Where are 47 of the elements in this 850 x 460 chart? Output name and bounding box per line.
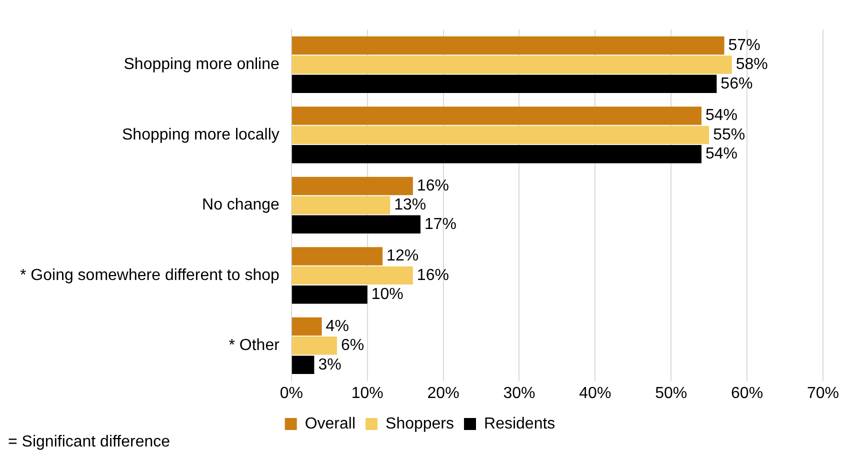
- bar: [292, 56, 732, 74]
- legend-label: Overall: [304, 415, 356, 432]
- bar: [292, 74, 717, 94]
- y-tick-label: Shopping more locally: [122, 126, 280, 144]
- y-tick-label: No change: [202, 196, 280, 214]
- bar: [292, 356, 314, 374]
- y-tick-label: Shopping more online: [124, 56, 280, 74]
- data-label: 16%: [416, 266, 449, 284]
- data-label: 6%: [340, 337, 364, 354]
- bar: [292, 247, 383, 266]
- data-label: 10%: [371, 286, 404, 304]
- x-tick-label: 40%: [579, 384, 612, 402]
- data-label: 12%: [386, 248, 419, 265]
- bar: [292, 36, 724, 55]
- data-label: 16%: [416, 177, 449, 194]
- bar: [292, 196, 390, 214]
- y-tick-label: * Going somewhere different to shop: [20, 266, 280, 284]
- x-tick-label: 20%: [427, 384, 460, 402]
- x-tick-label: 0%: [280, 384, 303, 402]
- y-tick-label: * Other: [228, 337, 280, 354]
- text: = Significant difference: [8, 433, 170, 450]
- x-tick-label: 60%: [731, 384, 764, 402]
- data-label: 4%: [326, 318, 349, 335]
- data-label: 55%: [713, 126, 746, 144]
- x-tick-label: 50%: [655, 384, 688, 402]
- data-label: 57%: [728, 36, 760, 54]
- bar: [292, 126, 710, 144]
- x-tick-label: 30%: [503, 384, 536, 402]
- bar: [292, 176, 413, 196]
- bar: [292, 266, 413, 285]
- x-tick-label: 70%: [806, 384, 840, 402]
- bar: [292, 317, 322, 336]
- bar: [292, 106, 702, 125]
- x-tick-label: 10%: [351, 384, 384, 402]
- bar: [292, 336, 337, 355]
- bar: [292, 215, 421, 234]
- data-label: 3%: [318, 356, 342, 374]
- data-label: 13%: [394, 196, 426, 214]
- bar: [292, 145, 702, 164]
- data-label: 56%: [720, 75, 753, 92]
- bar: [292, 286, 368, 304]
- data-label: 54%: [705, 146, 738, 163]
- data-label: 17%: [424, 216, 457, 233]
- data-label: 54%: [705, 107, 738, 124]
- data-label: 58%: [736, 56, 768, 74]
- legend-label: Residents: [484, 415, 556, 432]
- legend-label: Shoppers: [386, 415, 454, 432]
